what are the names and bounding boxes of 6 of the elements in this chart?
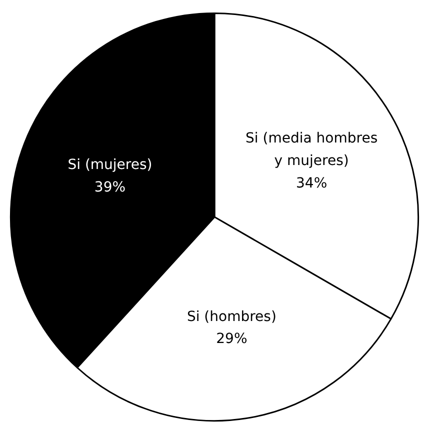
data-label: 29% [216,331,248,348]
slice-label: Si (hombres) [186,308,276,325]
slice-label: Si (media hombres y mujeres) [246,130,378,169]
data-label: 34% [296,175,328,192]
data-label: 39% [94,180,126,196]
slice-label: Si (mujeres) [68,157,152,174]
